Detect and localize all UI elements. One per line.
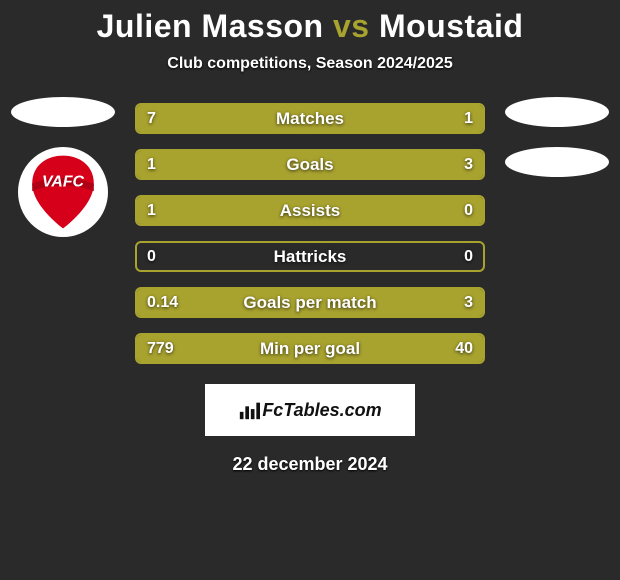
bar-value-right: 1: [464, 105, 473, 132]
page-title: Julien Masson vs Moustaid: [0, 8, 620, 45]
bar-value-right: 0: [464, 197, 473, 224]
bar-fill-left: [137, 335, 466, 362]
stat-bar-row: 77940Min per goal: [135, 333, 485, 364]
comparison-infographic: Julien Masson vs Moustaid Club competiti…: [0, 0, 620, 475]
bar-value-left: 1: [147, 197, 156, 224]
bar-value-left: 7: [147, 105, 156, 132]
attribution-text: FcTables.com: [262, 400, 381, 421]
attribution-logo: FcTables.com: [238, 399, 381, 421]
subtitle: Club competitions, Season 2024/2025: [0, 55, 620, 73]
bar-fill-left: [137, 105, 440, 132]
bar-value-left: 0.14: [147, 289, 178, 316]
bar-label: Hattricks: [137, 243, 483, 270]
title-vs: vs: [333, 8, 370, 44]
club-logo-text: VAFC: [42, 173, 85, 190]
bar-fill-right: [440, 105, 483, 132]
bar-value-right: 3: [464, 289, 473, 316]
stat-bar-row: 71Matches: [135, 103, 485, 134]
date-text: 22 december 2024: [0, 454, 620, 475]
bar-fill-right: [152, 289, 483, 316]
title-player2: Moustaid: [379, 8, 523, 44]
attribution-badge: FcTables.com: [205, 384, 415, 436]
bar-value-right: 3: [464, 151, 473, 178]
player1-club-logo: VAFC: [18, 147, 108, 237]
stat-bar-row: 0.143Goals per match: [135, 287, 485, 318]
main-area: VAFC 71Matches13Goals10Assists00Hattrick…: [0, 103, 620, 364]
bar-chart-icon: [238, 399, 260, 421]
right-badge-column: [502, 97, 612, 177]
stat-bar-row: 10Assists: [135, 195, 485, 226]
left-badge-column: VAFC: [8, 97, 118, 237]
player1-country-oval: [11, 97, 115, 127]
player2-country-oval: [505, 97, 609, 127]
bar-value-left: 779: [147, 335, 174, 362]
stat-bars: 71Matches13Goals10Assists00Hattricks0.14…: [135, 103, 485, 364]
player2-club-oval: [505, 147, 609, 177]
bar-value-left: 1: [147, 151, 156, 178]
bar-fill-right: [224, 151, 484, 178]
bar-value-right: 0: [464, 243, 473, 270]
bar-fill-left: [137, 197, 483, 224]
bar-value-right: 40: [455, 335, 473, 362]
title-player1: Julien Masson: [97, 8, 324, 44]
bar-value-left: 0: [147, 243, 156, 270]
stat-bar-row: 0 0Hattricks: [135, 241, 485, 272]
stat-bar-row: 13Goals: [135, 149, 485, 180]
